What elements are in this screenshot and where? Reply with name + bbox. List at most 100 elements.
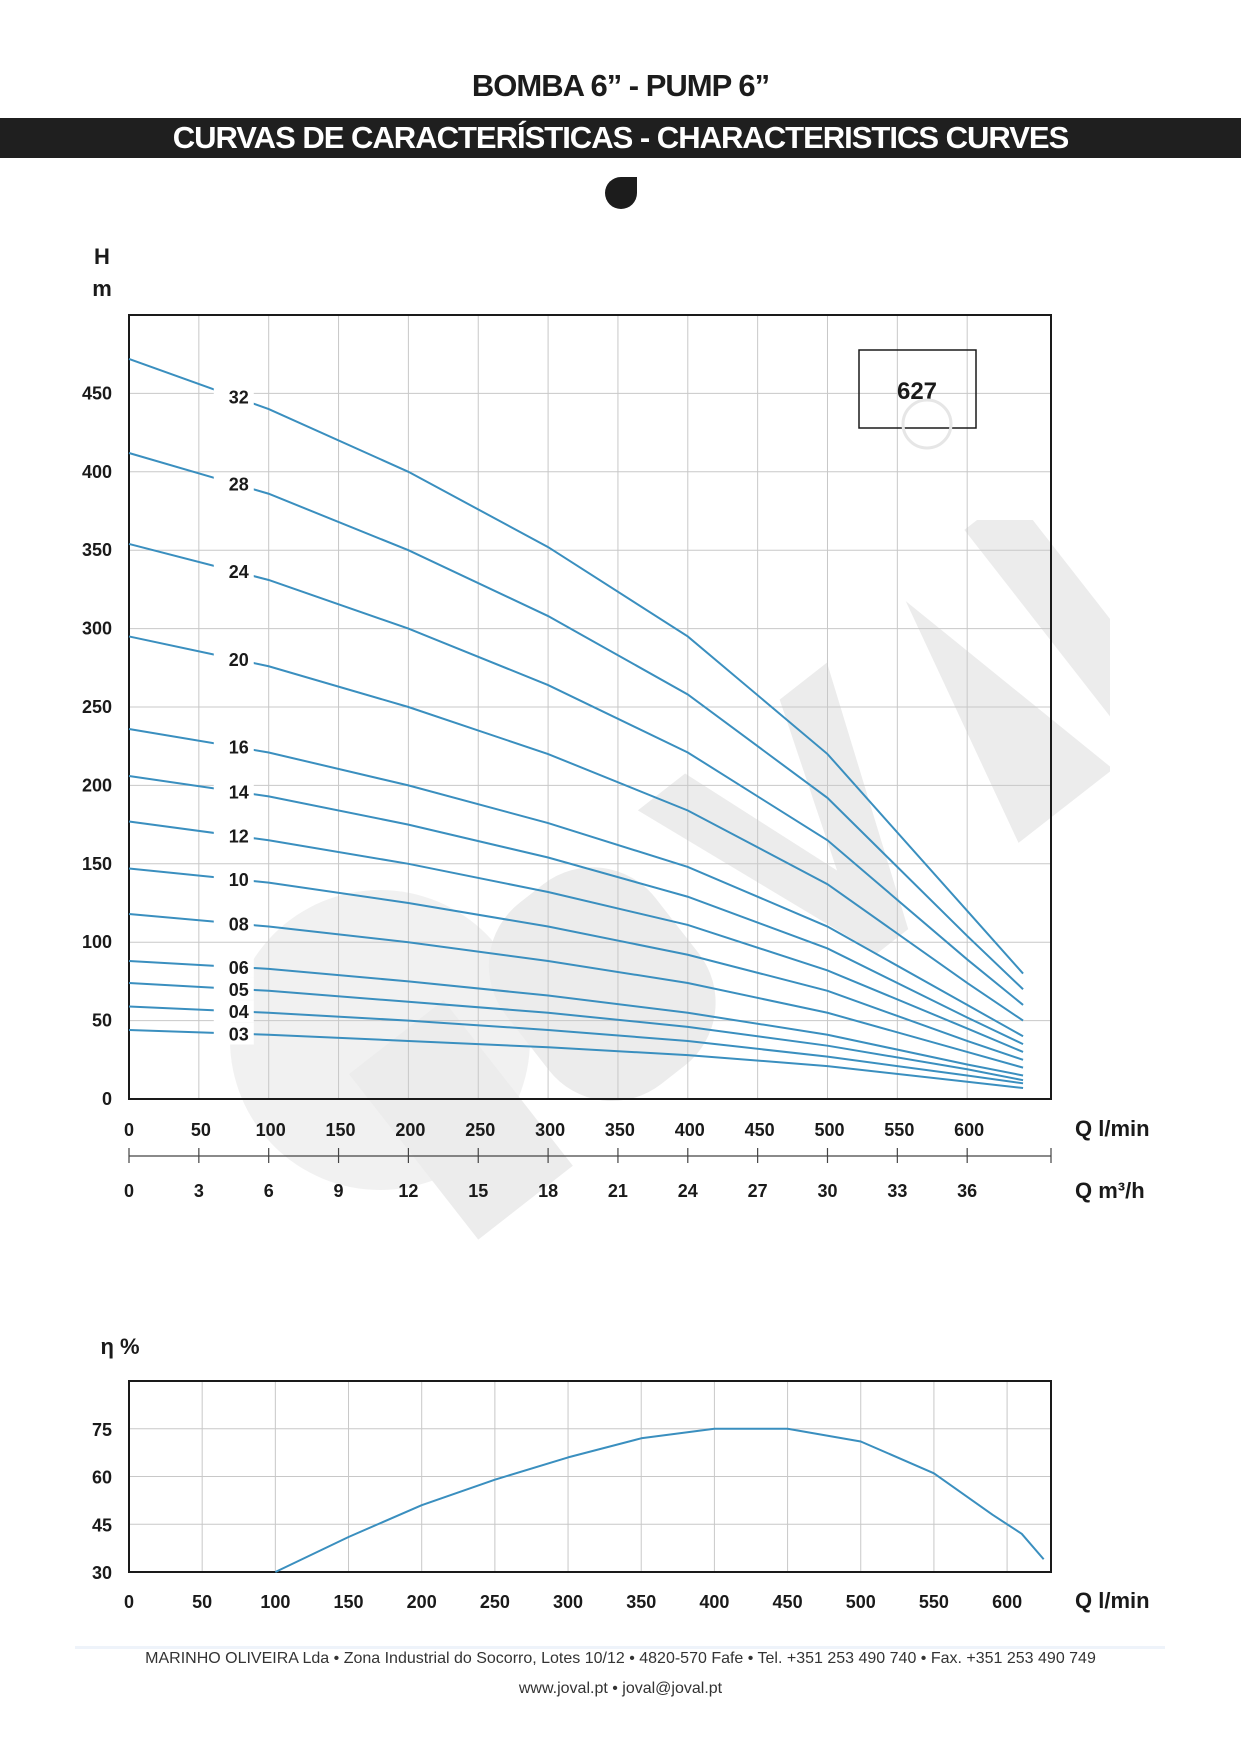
curve-label: 10	[229, 870, 249, 890]
y-tick-label: 50	[92, 1011, 112, 1031]
curve-16	[128, 727, 1024, 1038]
eff-x-tick-label: 500	[846, 1592, 876, 1612]
eff-y-tick-label: 60	[92, 1468, 112, 1488]
x-tick-label: 250	[465, 1120, 495, 1140]
x2-axis-label: Q m³/h	[1075, 1178, 1145, 1203]
eff-x-tick-label: 350	[626, 1592, 656, 1612]
curve-label: 28	[229, 475, 249, 495]
curve-label-bg	[213, 780, 254, 803]
x-tick-label: 150	[326, 1120, 356, 1140]
eff-x-tick-label: 600	[992, 1592, 1022, 1612]
curve-08	[128, 912, 1024, 1069]
curve-label: 14	[229, 782, 249, 802]
eff-x-tick-label: 550	[919, 1592, 949, 1612]
x2-tick-label: 36	[957, 1181, 977, 1201]
y-tick-label: 0	[102, 1089, 112, 1109]
model-box	[858, 349, 977, 429]
curve-label-bg	[213, 559, 254, 582]
y-tick-label: 150	[82, 854, 112, 874]
eff-y-axis-label: η %	[100, 1334, 139, 1359]
x2-tick-label: 3	[194, 1181, 204, 1201]
x-tick-label: 450	[745, 1120, 775, 1140]
curve-label-bg	[213, 735, 254, 758]
y-tick-label: 350	[82, 540, 112, 560]
eff-x-tick-label: 200	[407, 1592, 437, 1612]
curve-14	[128, 775, 1024, 1046]
page-subtitle: CURVAS DE CARACTERÍSTICAS - CHARACTERIST…	[172, 120, 1070, 155]
x2-tick-label: 6	[264, 1181, 274, 1201]
x-axis-label: Q l/min	[1075, 1116, 1150, 1141]
x2-tick-label: 33	[887, 1181, 907, 1201]
curve-label: 05	[229, 980, 249, 1000]
x-tick-label: 550	[884, 1120, 914, 1140]
curve-10	[128, 867, 1024, 1061]
x-tick-label: 50	[191, 1120, 211, 1140]
curve-label-bg	[213, 868, 254, 891]
curve-03	[128, 1029, 1024, 1090]
curve-label: 03	[229, 1025, 249, 1045]
x-tick-label: 400	[675, 1120, 705, 1140]
registered-watermark-icon	[901, 398, 953, 450]
eff-y-tick-label: 30	[92, 1563, 112, 1583]
curve-05	[128, 981, 1024, 1082]
curve-32	[128, 357, 1024, 975]
curve-label: 24	[229, 562, 249, 582]
y-tick-label: 200	[82, 775, 112, 795]
curve-label: 32	[229, 388, 249, 408]
y-tick-label: 300	[82, 619, 112, 639]
y-tick-label: 250	[82, 697, 112, 717]
curve-label-bg	[213, 912, 254, 935]
x2-tick-label: 27	[748, 1181, 768, 1201]
x2-tick-label: 9	[334, 1181, 344, 1201]
y-tick-label: 450	[82, 383, 112, 403]
curve-label-bg	[213, 1000, 254, 1023]
eff-x-tick-label: 100	[260, 1592, 290, 1612]
curve-label-bg	[213, 955, 254, 978]
x-tick-label: 0	[124, 1120, 134, 1140]
x-tick-label: 200	[395, 1120, 425, 1140]
eff-x-tick-label: 50	[192, 1592, 212, 1612]
x2-tick-label: 18	[538, 1181, 558, 1201]
eff-y-tick-label: 75	[92, 1420, 112, 1440]
x2-tick-label: 24	[678, 1181, 698, 1201]
y-tick-label: 100	[82, 932, 112, 952]
x-tick-label: 100	[256, 1120, 286, 1140]
curve-24	[128, 542, 1024, 1006]
x-tick-label: 300	[535, 1120, 565, 1140]
x2-tick-label: 21	[608, 1181, 628, 1201]
footer-contact: www.joval.pt • joval@joval.pt	[518, 1680, 723, 1697]
drop-icon	[605, 177, 637, 209]
x2-tick-label: 15	[468, 1181, 488, 1201]
curve-label: 12	[229, 827, 249, 847]
x-tick-label: 350	[605, 1120, 635, 1140]
plot-frame	[128, 314, 1052, 1100]
eff-x-tick-label: 250	[480, 1592, 510, 1612]
footer-divider	[75, 1646, 1165, 1649]
y-tick-label: 400	[82, 462, 112, 482]
curve-label: 16	[229, 738, 249, 758]
efficiency-curve	[274, 1427, 1045, 1573]
eff-x-axis-label: Q l/min	[1075, 1588, 1150, 1613]
footer-address: MARINHO OLIVEIRA Lda • Zona Industrial d…	[145, 1650, 1096, 1667]
curve-20	[128, 635, 1024, 1022]
eff-plot-frame	[128, 1380, 1052, 1573]
eff-x-tick-label: 150	[334, 1592, 364, 1612]
eff-y-tick-label: 45	[92, 1515, 112, 1535]
curve-label-bg	[213, 977, 254, 1000]
curve-label-bg	[213, 472, 254, 495]
eff-x-tick-label: 300	[553, 1592, 583, 1612]
curve-06	[128, 960, 1024, 1077]
x2-tick-label: 30	[817, 1181, 837, 1201]
title-band	[0, 118, 1241, 158]
x2-tick-label: 12	[398, 1181, 418, 1201]
curve-label-bg	[213, 1022, 254, 1045]
y-axis-unit: m	[92, 276, 112, 301]
curve-label-bg	[213, 647, 254, 670]
curve-label: 20	[229, 650, 249, 670]
x2-tick-label: 0	[124, 1181, 134, 1201]
curve-12	[128, 820, 1024, 1053]
eff-x-tick-label: 450	[773, 1592, 803, 1612]
curve-label: 04	[229, 1002, 249, 1022]
x-tick-label: 600	[954, 1120, 984, 1140]
